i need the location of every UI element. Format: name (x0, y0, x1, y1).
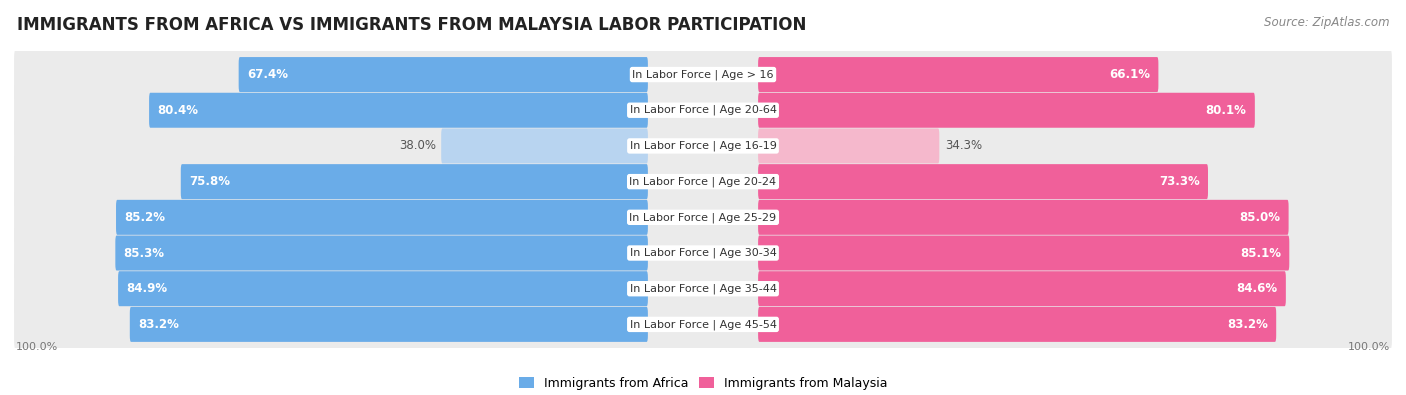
Text: 85.1%: 85.1% (1240, 246, 1281, 260)
FancyBboxPatch shape (758, 235, 1289, 271)
Text: 80.1%: 80.1% (1206, 104, 1247, 117)
Text: In Labor Force | Age 20-64: In Labor Force | Age 20-64 (630, 105, 776, 115)
FancyBboxPatch shape (14, 84, 1392, 136)
Text: In Labor Force | Age 45-54: In Labor Force | Age 45-54 (630, 319, 776, 330)
Text: In Labor Force | Age 25-29: In Labor Force | Age 25-29 (630, 212, 776, 222)
Text: In Labor Force | Age > 16: In Labor Force | Age > 16 (633, 69, 773, 80)
Text: 75.8%: 75.8% (188, 175, 231, 188)
Text: In Labor Force | Age 35-44: In Labor Force | Age 35-44 (630, 284, 776, 294)
Text: 85.3%: 85.3% (124, 246, 165, 260)
Text: 100.0%: 100.0% (15, 342, 59, 352)
Text: 34.3%: 34.3% (945, 139, 981, 152)
FancyBboxPatch shape (758, 128, 939, 164)
Text: 100.0%: 100.0% (1347, 342, 1391, 352)
FancyBboxPatch shape (181, 164, 648, 199)
Text: 84.6%: 84.6% (1236, 282, 1278, 295)
FancyBboxPatch shape (441, 128, 648, 164)
FancyBboxPatch shape (115, 235, 648, 271)
FancyBboxPatch shape (117, 200, 648, 235)
FancyBboxPatch shape (14, 298, 1392, 350)
Text: 83.2%: 83.2% (1227, 318, 1268, 331)
Text: 73.3%: 73.3% (1159, 175, 1199, 188)
Text: 66.1%: 66.1% (1109, 68, 1150, 81)
FancyBboxPatch shape (758, 93, 1254, 128)
FancyBboxPatch shape (129, 307, 648, 342)
FancyBboxPatch shape (758, 57, 1159, 92)
Text: 85.0%: 85.0% (1239, 211, 1281, 224)
FancyBboxPatch shape (14, 263, 1392, 315)
Text: IMMIGRANTS FROM AFRICA VS IMMIGRANTS FROM MALAYSIA LABOR PARTICIPATION: IMMIGRANTS FROM AFRICA VS IMMIGRANTS FRO… (17, 16, 806, 34)
FancyBboxPatch shape (758, 164, 1208, 199)
Text: In Labor Force | Age 30-34: In Labor Force | Age 30-34 (630, 248, 776, 258)
FancyBboxPatch shape (149, 93, 648, 128)
FancyBboxPatch shape (14, 227, 1392, 279)
FancyBboxPatch shape (14, 156, 1392, 208)
FancyBboxPatch shape (758, 307, 1277, 342)
FancyBboxPatch shape (239, 57, 648, 92)
Legend: Immigrants from Africa, Immigrants from Malaysia: Immigrants from Africa, Immigrants from … (515, 372, 891, 395)
FancyBboxPatch shape (14, 191, 1392, 243)
Text: In Labor Force | Age 16-19: In Labor Force | Age 16-19 (630, 141, 776, 151)
Text: In Labor Force | Age 20-24: In Labor Force | Age 20-24 (630, 177, 776, 187)
FancyBboxPatch shape (758, 200, 1289, 235)
FancyBboxPatch shape (758, 271, 1286, 306)
Text: 84.9%: 84.9% (127, 282, 167, 295)
Text: 80.4%: 80.4% (157, 104, 198, 117)
FancyBboxPatch shape (118, 271, 648, 306)
FancyBboxPatch shape (14, 49, 1392, 101)
Text: 85.2%: 85.2% (124, 211, 166, 224)
FancyBboxPatch shape (14, 120, 1392, 172)
Text: 67.4%: 67.4% (247, 68, 288, 81)
Text: 83.2%: 83.2% (138, 318, 179, 331)
Text: 38.0%: 38.0% (399, 139, 436, 152)
Text: Source: ZipAtlas.com: Source: ZipAtlas.com (1264, 16, 1389, 29)
